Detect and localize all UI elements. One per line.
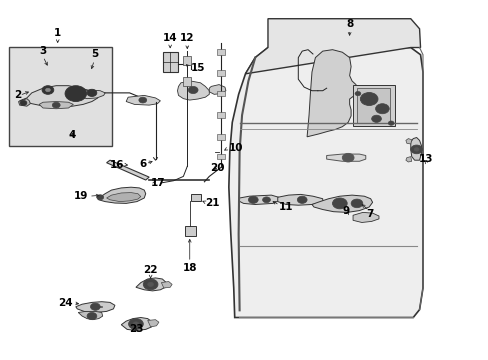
Bar [183, 56, 191, 65]
Bar [217, 154, 224, 159]
Text: 3: 3 [40, 46, 46, 56]
Polygon shape [19, 99, 30, 106]
Circle shape [375, 104, 388, 114]
Text: 13: 13 [418, 154, 433, 164]
Text: 18: 18 [182, 263, 197, 273]
Polygon shape [306, 50, 356, 137]
Circle shape [128, 319, 143, 329]
Bar [184, 226, 195, 236]
Circle shape [371, 115, 381, 122]
Polygon shape [238, 195, 278, 204]
Circle shape [97, 195, 103, 200]
Circle shape [90, 303, 100, 310]
Polygon shape [326, 154, 365, 161]
Circle shape [87, 312, 97, 320]
Text: 20: 20 [210, 163, 224, 173]
Text: 2: 2 [14, 90, 21, 100]
Circle shape [139, 97, 146, 103]
Circle shape [387, 121, 393, 125]
Bar [217, 49, 224, 55]
Circle shape [45, 88, 50, 92]
Polygon shape [228, 48, 422, 318]
Bar [183, 77, 191, 86]
Circle shape [262, 197, 270, 203]
Polygon shape [405, 139, 411, 144]
Bar [290, 40, 410, 220]
Text: 10: 10 [228, 143, 243, 153]
Bar [352, 85, 394, 126]
Circle shape [410, 145, 422, 154]
Text: 5: 5 [91, 49, 98, 59]
Polygon shape [136, 278, 166, 291]
Circle shape [52, 102, 60, 108]
Text: 16: 16 [110, 159, 124, 170]
Circle shape [297, 196, 306, 203]
Polygon shape [76, 302, 115, 312]
Circle shape [350, 199, 362, 208]
Polygon shape [209, 85, 225, 94]
Polygon shape [121, 318, 152, 330]
Polygon shape [20, 86, 98, 107]
Text: 8: 8 [346, 19, 352, 29]
Polygon shape [311, 195, 372, 212]
Polygon shape [245, 19, 420, 74]
Circle shape [87, 89, 97, 96]
Text: 9: 9 [342, 206, 349, 216]
Circle shape [42, 86, 54, 94]
Polygon shape [106, 193, 141, 202]
Circle shape [342, 153, 353, 162]
Circle shape [248, 196, 258, 203]
Polygon shape [177, 81, 209, 100]
Text: 14: 14 [163, 33, 177, 43]
Circle shape [332, 198, 346, 209]
Polygon shape [405, 157, 411, 162]
Circle shape [188, 86, 198, 94]
Bar [217, 70, 224, 76]
Text: 19: 19 [74, 191, 88, 201]
Circle shape [147, 282, 153, 287]
Polygon shape [277, 194, 322, 205]
Text: 12: 12 [180, 33, 194, 43]
Polygon shape [147, 320, 159, 327]
Bar [163, 52, 177, 72]
Text: 7: 7 [366, 209, 373, 219]
Text: 17: 17 [150, 177, 165, 188]
Polygon shape [78, 311, 102, 320]
Text: 6: 6 [139, 159, 146, 169]
Text: 24: 24 [58, 298, 72, 308]
Polygon shape [161, 282, 172, 288]
Bar [356, 88, 389, 123]
Text: 4: 4 [68, 130, 76, 140]
Text: 15: 15 [190, 63, 205, 73]
Bar [217, 134, 224, 140]
Bar [190, 194, 201, 201]
Circle shape [360, 93, 377, 105]
Bar [217, 91, 224, 96]
Polygon shape [126, 95, 160, 105]
Polygon shape [98, 187, 145, 203]
Bar [217, 112, 224, 118]
Polygon shape [410, 138, 421, 160]
Polygon shape [39, 102, 73, 109]
Polygon shape [81, 90, 105, 99]
Polygon shape [106, 160, 149, 180]
Circle shape [65, 86, 86, 102]
Text: 21: 21 [205, 198, 220, 208]
Circle shape [69, 89, 82, 99]
Text: 1: 1 [54, 28, 61, 38]
Bar [9, 47, 112, 146]
Circle shape [354, 91, 360, 96]
Circle shape [133, 322, 139, 326]
Circle shape [413, 148, 418, 151]
Text: 11: 11 [278, 202, 293, 212]
Text: 23: 23 [128, 324, 143, 334]
Polygon shape [352, 212, 378, 222]
Circle shape [143, 279, 158, 290]
Text: 22: 22 [143, 265, 158, 275]
Circle shape [20, 100, 27, 105]
